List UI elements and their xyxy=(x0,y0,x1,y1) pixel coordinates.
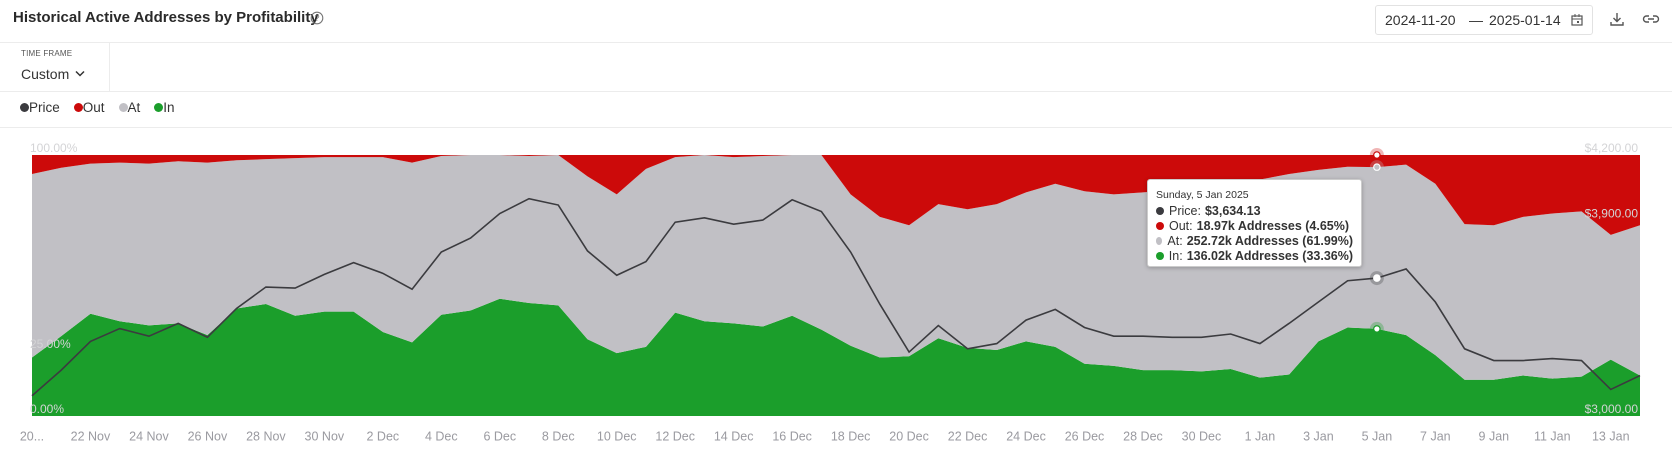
tooltip-row: In: 136.02k Addresses (33.36%) xyxy=(1156,248,1353,263)
tooltip-dot xyxy=(1156,206,1164,215)
chevron-icon[interactable] xyxy=(75,70,85,78)
x-tick-label: 4 Dec xyxy=(425,429,458,443)
x-tick-label: 12 Dec xyxy=(655,429,695,443)
tooltip-dot xyxy=(1156,221,1164,230)
x-tick-label: 2 Dec xyxy=(367,429,400,443)
calendar-icon[interactable] xyxy=(1571,14,1583,26)
x-tick-label: 30 Dec xyxy=(1182,429,1222,443)
x-tick-label: 6 Dec xyxy=(483,429,516,443)
tooltip-label: In: xyxy=(1168,248,1183,263)
y-tick-label: 0.00% xyxy=(30,402,64,416)
x-tick-label: 11 Jan xyxy=(1534,429,1571,443)
x-tick-label: 22 Nov xyxy=(71,429,111,443)
x-tick-label: 16 Dec xyxy=(772,429,812,443)
legend: Price Out At In xyxy=(20,100,175,115)
price-line xyxy=(31,197,1641,397)
legend-label: Price xyxy=(29,100,60,115)
area xyxy=(32,155,1640,235)
x-tick-label: 24 Dec xyxy=(1006,429,1046,443)
legend-item: Price xyxy=(20,100,60,115)
tooltip-label: At: xyxy=(1167,233,1183,248)
x-tick-label: 26 Dec xyxy=(1065,429,1105,443)
hover-point xyxy=(1373,151,1381,159)
x-tick-label: 5 Jan xyxy=(1362,429,1393,443)
legend-label: Out xyxy=(82,100,105,115)
x-tick-label: 20... xyxy=(20,429,44,443)
help-icon[interactable]: ? xyxy=(310,11,324,25)
divider xyxy=(0,42,1672,43)
tooltip-dot xyxy=(1156,251,1164,260)
tooltip-row: Price: $3,634.13 xyxy=(1156,203,1353,218)
x-tick-label: 7 Jan xyxy=(1420,429,1451,443)
tooltip-value: 252.72k Addresses (61.99%) xyxy=(1186,233,1353,248)
x-tick-label: 24 Nov xyxy=(129,429,169,443)
x-tick-label: 9 Jan xyxy=(1479,429,1510,443)
area xyxy=(32,298,1640,416)
tooltip: Sunday, 5 Jan 2025 Price: $3,634.13 Out: 18… xyxy=(1147,179,1362,267)
svg-text:?: ? xyxy=(314,13,319,23)
divider xyxy=(0,91,1672,92)
timeframe-select[interactable]: Custom xyxy=(21,66,70,82)
tooltip-row: Out: 18.97k Addresses (4.65%) xyxy=(1156,218,1353,233)
hover-point xyxy=(1373,274,1381,282)
download-button[interactable] xyxy=(1609,11,1625,27)
legend-item: In xyxy=(154,100,175,115)
link-button[interactable] xyxy=(1642,11,1660,27)
chart: 0.00% 25.00% 100.00% $3,000.00 $3,900.00 $4,2… xyxy=(20,141,1641,443)
x-tick-label: 28 Nov xyxy=(246,429,286,443)
x-tick-label: 14 Dec xyxy=(714,429,754,443)
tooltip-value: 136.02k Addresses (33.36%) xyxy=(1186,248,1353,263)
legend-dot xyxy=(154,103,164,112)
y2-tick-label: $3,900.00 xyxy=(1585,206,1639,220)
tooltip-row: At: 252.72k Addresses (61.99%) xyxy=(1156,233,1353,248)
hover-point xyxy=(1373,325,1381,333)
hover-point xyxy=(1373,163,1381,171)
tooltip-value: $3,634.13 xyxy=(1204,203,1261,218)
x-tick-label: 1 Jan xyxy=(1245,429,1276,443)
tooltip-label: Price: xyxy=(1169,203,1201,218)
date-from[interactable]: 2024-11-20 xyxy=(1385,12,1456,28)
divider xyxy=(0,127,1672,128)
x-tick-label: 3 Jan xyxy=(1303,429,1334,443)
date-separator: — xyxy=(1469,12,1483,28)
legend-dot xyxy=(118,103,128,112)
page-title: Historical Active Addresses by Profitabi… xyxy=(13,9,319,26)
legend-dot xyxy=(20,103,29,112)
timeframe-label: TIME FRAME xyxy=(21,49,73,58)
y-tick-label: 25.00% xyxy=(30,337,71,351)
tooltip-dot xyxy=(1156,236,1163,245)
legend-dot xyxy=(73,103,83,112)
x-tick-label: 28 Dec xyxy=(1123,429,1163,443)
x-tick-label: 26 Nov xyxy=(188,429,228,443)
x-tick-label: 20 Dec xyxy=(889,429,929,443)
tooltip-value: 18.97k Addresses (4.65%) xyxy=(1196,218,1350,233)
tooltip-label: Out: xyxy=(1169,218,1193,233)
x-tick-label: 30 Nov xyxy=(305,429,345,443)
y-tick-label: 100.00% xyxy=(30,141,78,155)
y2-tick-label: $3,000.00 xyxy=(1585,402,1639,416)
x-tick-label: 10 Dec xyxy=(597,429,637,443)
x-tick-label: 13 Jan xyxy=(1592,429,1630,443)
legend-label: At xyxy=(127,100,141,115)
legend-item: At xyxy=(118,100,141,115)
x-tick-label: 22 Dec xyxy=(948,429,988,443)
y2-tick-label: $4,200.00 xyxy=(1585,141,1639,155)
date-to[interactable]: 2025-01-14 xyxy=(1489,12,1561,28)
x-tick-label: 8 Dec xyxy=(542,429,575,443)
divider xyxy=(109,43,110,91)
legend-item: Out xyxy=(73,100,105,115)
legend-label: In xyxy=(163,100,175,115)
x-tick-label: 18 Dec xyxy=(831,429,871,443)
tooltip-title: Sunday, 5 Jan 2025 xyxy=(1156,189,1249,201)
date-range[interactable]: 2024-11-20 — 2025-01-14 xyxy=(1375,5,1593,35)
